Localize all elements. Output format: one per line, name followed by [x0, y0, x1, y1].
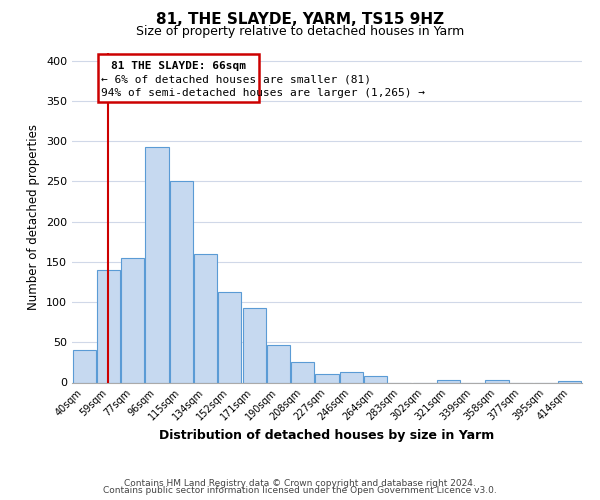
Bar	[316, 374, 338, 382]
Text: Contains HM Land Registry data © Crown copyright and database right 2024.: Contains HM Land Registry data © Crown c…	[124, 478, 476, 488]
Bar	[121, 258, 144, 382]
Text: ← 6% of detached houses are smaller (81): ← 6% of detached houses are smaller (81)	[101, 74, 371, 84]
Text: 94% of semi-detached houses are larger (1,265) →: 94% of semi-detached houses are larger (…	[101, 88, 425, 98]
Bar	[340, 372, 363, 382]
Bar	[437, 380, 460, 382]
Bar	[242, 308, 266, 382]
Bar	[559, 381, 581, 382]
Text: Contains public sector information licensed under the Open Government Licence v3: Contains public sector information licen…	[103, 486, 497, 495]
Bar	[485, 380, 509, 382]
FancyBboxPatch shape	[97, 54, 259, 102]
Bar	[267, 346, 290, 383]
Bar	[218, 292, 241, 382]
Bar	[364, 376, 387, 382]
Bar	[145, 146, 169, 382]
X-axis label: Distribution of detached houses by size in Yarm: Distribution of detached houses by size …	[160, 430, 494, 442]
Text: 81 THE SLAYDE: 66sqm: 81 THE SLAYDE: 66sqm	[111, 60, 246, 70]
Bar	[291, 362, 314, 382]
Bar	[97, 270, 120, 382]
Text: Size of property relative to detached houses in Yarm: Size of property relative to detached ho…	[136, 25, 464, 38]
Y-axis label: Number of detached properties: Number of detached properties	[28, 124, 40, 310]
Text: 81, THE SLAYDE, YARM, TS15 9HZ: 81, THE SLAYDE, YARM, TS15 9HZ	[156, 12, 444, 28]
Bar	[73, 350, 95, 382]
Bar	[194, 254, 217, 382]
Bar	[170, 182, 193, 382]
